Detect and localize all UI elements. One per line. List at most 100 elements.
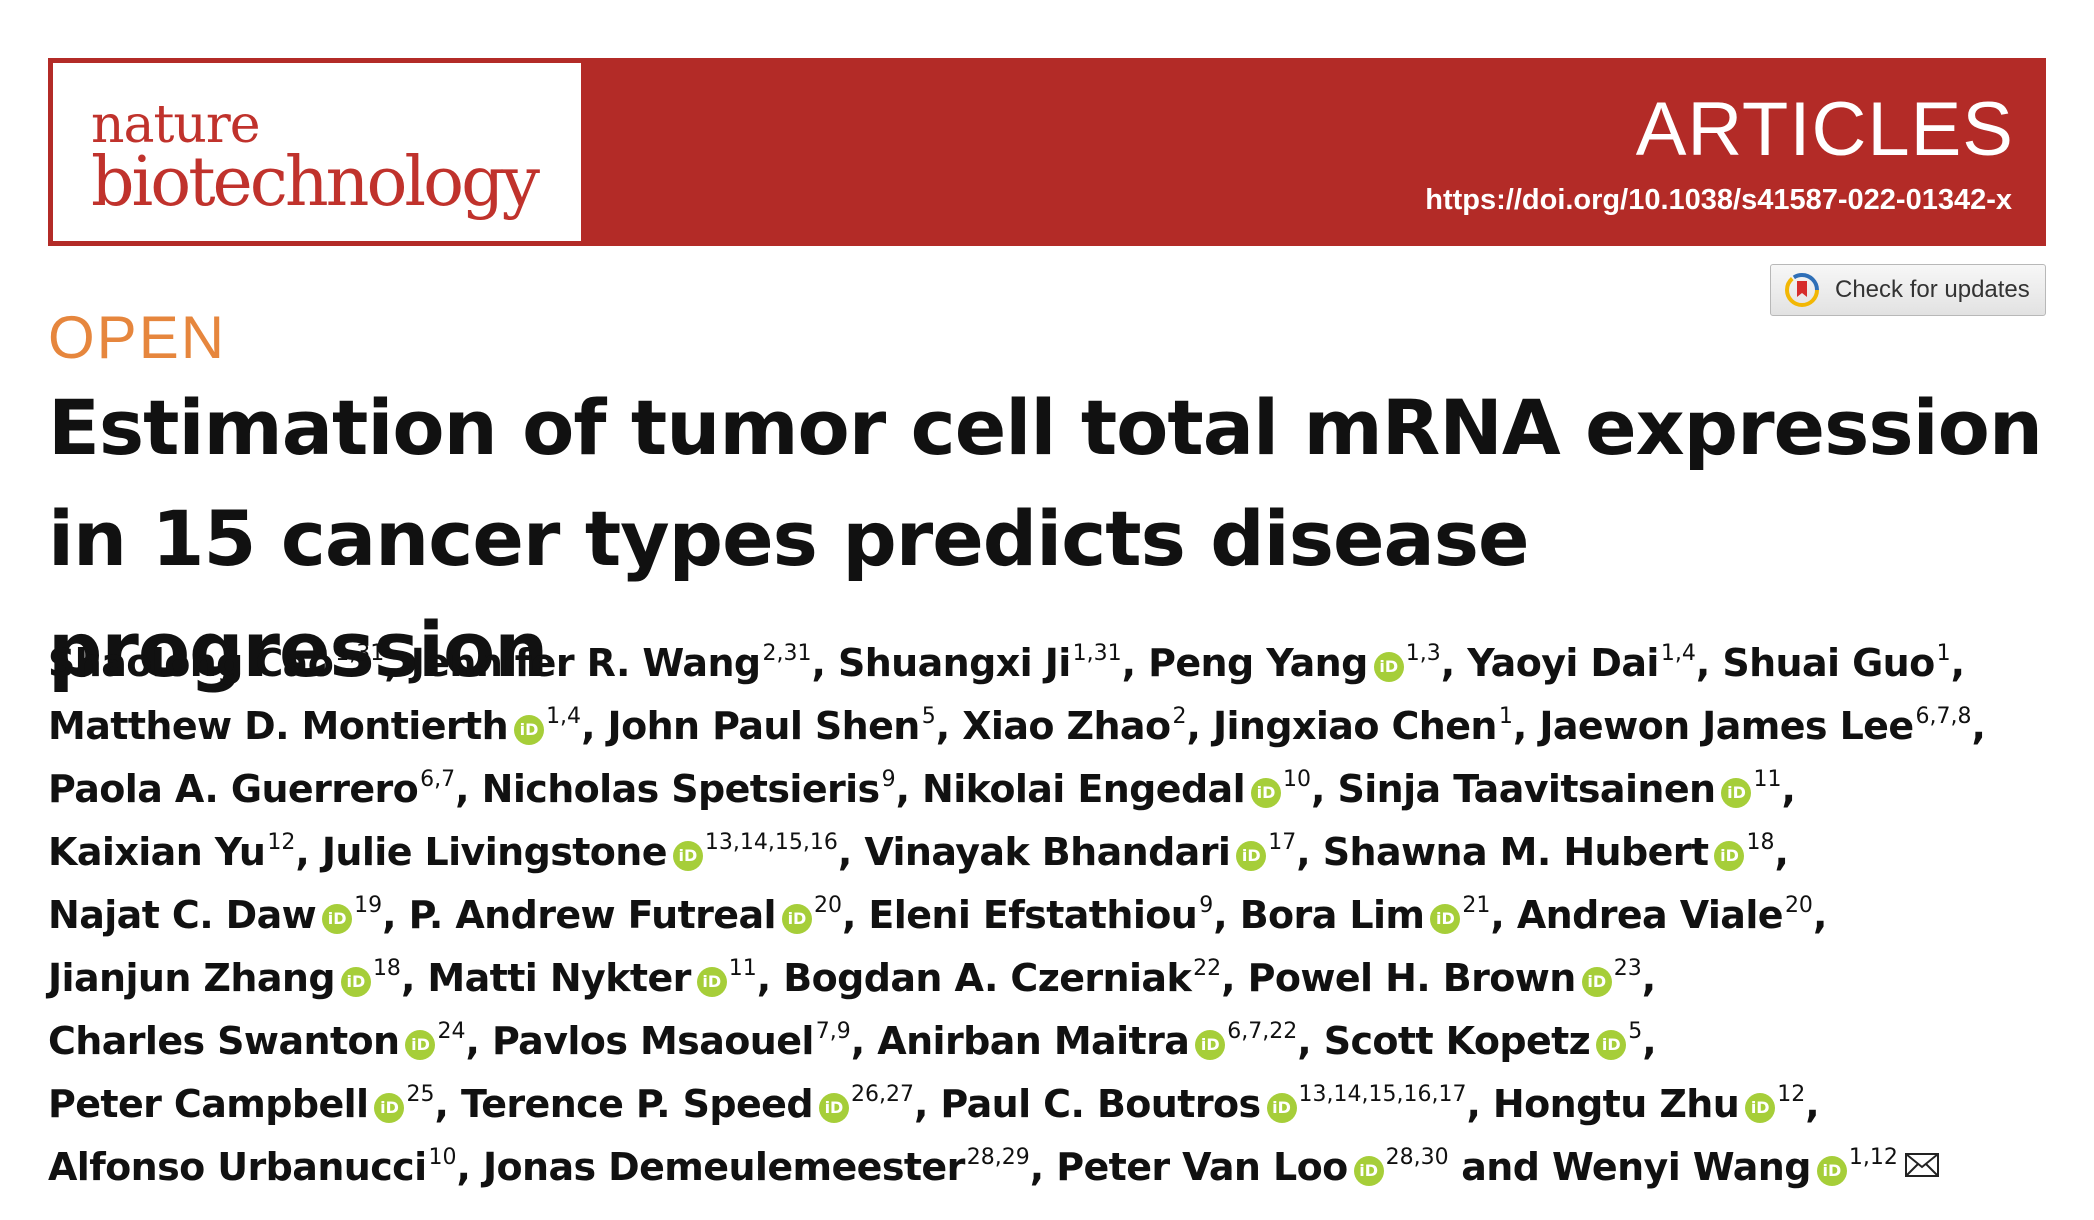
author-name[interactable]: Wenyi Wang [1551, 1145, 1811, 1189]
author-separator: , [1213, 893, 1240, 937]
author-separator: , [456, 1145, 483, 1189]
author-name[interactable]: Hongtu Zhu [1492, 1082, 1740, 1126]
author-name[interactable]: Shuai Guo [1722, 641, 1935, 685]
affiliation-numbers: 1,3 [1405, 641, 1441, 666]
author-separator: , [913, 1082, 941, 1126]
author-name[interactable]: Alfonso Urbanucci [48, 1145, 427, 1189]
author-separator: , [400, 956, 428, 1000]
author-separator: , [465, 1019, 492, 1063]
author-entry: Matti Nykter iD11 [427, 956, 756, 1000]
check-for-updates-button[interactable]: Check for updates [1770, 264, 2046, 316]
orcid-icon[interactable]: iD [340, 967, 371, 997]
author-name[interactable]: Jonas Demeulemeester [482, 1145, 965, 1189]
author-name[interactable]: Andrea Viale [1516, 893, 1784, 937]
orcid-icon[interactable]: iD [818, 1093, 849, 1123]
orcid-icon[interactable]: iD [1714, 841, 1745, 871]
author-name[interactable]: Jianjun Zhang [48, 956, 336, 1000]
author-name[interactable]: Scott Kopetz [1323, 1019, 1591, 1063]
author-separator: , [434, 1082, 461, 1126]
author-name[interactable]: Paul C. Boutros [940, 1082, 1261, 1126]
author-entry: Vinayak Bhandari iD17 [864, 830, 1296, 874]
author-name[interactable]: Peter Van Loo [1056, 1145, 1348, 1189]
orcid-icon[interactable]: iD [696, 967, 727, 997]
orcid-icon[interactable]: iD [1816, 1156, 1847, 1186]
author-name[interactable]: Anirban Maitra [877, 1019, 1190, 1063]
section-label: ARTICLES [1635, 87, 2014, 172]
affiliation-numbers: 20 [1784, 893, 1813, 918]
affiliation-numbers: 6,7 [420, 767, 456, 792]
author-name[interactable]: Peng Yang [1148, 641, 1368, 685]
journal-logo[interactable]: nature biotechnology [50, 60, 584, 244]
author-name[interactable]: Charles Swanton [48, 1019, 400, 1063]
orcid-icon[interactable]: iD [672, 841, 703, 871]
orcid-icon[interactable]: iD [514, 715, 545, 745]
author-name[interactable]: Shaolong Cao [48, 641, 334, 685]
orcid-icon[interactable]: iD [1251, 778, 1282, 808]
affiliation-numbers: 18 [1746, 830, 1775, 855]
orcid-icon[interactable]: iD [1745, 1093, 1776, 1123]
author-entry: Shuangxi Ji1,31 [838, 641, 1122, 685]
author-name[interactable]: Matthew D. Montierth [48, 704, 509, 748]
author-separator: , [384, 641, 411, 685]
orcid-icon[interactable]: iD [1353, 1156, 1384, 1186]
author-separator: , [756, 956, 784, 1000]
orcid-icon[interactable]: iD [1721, 778, 1752, 808]
author-name[interactable]: Najat C. Daw [48, 893, 317, 937]
author-name[interactable]: Shuangxi Ji [837, 641, 1071, 685]
orcid-icon[interactable]: iD [322, 904, 353, 934]
author-separator: , [895, 767, 923, 811]
author-name[interactable]: Peter Campbell [48, 1082, 369, 1126]
author-name[interactable]: Eleni Efstathiou [868, 893, 1198, 937]
orcid-icon[interactable]: iD [781, 904, 812, 934]
author-name[interactable]: Pavlos Msaouel [491, 1019, 814, 1063]
author-separator: , [295, 830, 322, 874]
author-separator: , [1121, 641, 1149, 685]
author-name[interactable]: Xiao Zhao [962, 704, 1171, 748]
orcid-icon[interactable]: iD [1373, 652, 1404, 682]
orcid-icon[interactable]: iD [1195, 1030, 1226, 1060]
author-name[interactable]: Jingxiao Chen [1212, 704, 1498, 748]
orcid-icon[interactable]: iD [1430, 904, 1461, 934]
author-separator: , [1311, 767, 1338, 811]
author-name[interactable]: Kaixian Yu [48, 830, 266, 874]
doi-link[interactable]: https://doi.org/10.1038/s41587-022-01342… [1425, 184, 2012, 216]
author-name[interactable]: Nicholas Spetsieris [481, 767, 881, 811]
article-title: Estimation of tumor cell total mRNA expr… [48, 383, 2043, 694]
author-name[interactable]: Bora Lim [1239, 893, 1425, 937]
author-separator: , [581, 704, 608, 748]
author-name[interactable]: Shawna M. Hubert [1322, 830, 1709, 874]
author-entry: Shuai Guo1 [1722, 641, 1950, 685]
affiliation-numbers: 22 [1193, 956, 1222, 981]
author-name[interactable]: Matti Nykter [427, 956, 691, 1000]
author-name[interactable]: Powel H. Brown [1247, 956, 1577, 1000]
author-name[interactable]: Vinayak Bhandari [864, 830, 1231, 874]
author-entry: Shaolong Cao1,31 [48, 641, 384, 685]
orcid-icon[interactable]: iD [1266, 1093, 1297, 1123]
orcid-icon[interactable]: iD [374, 1093, 405, 1123]
author-name[interactable]: Yaoyi Dai [1467, 641, 1659, 685]
author-name[interactable]: Jaewon James Lee [1539, 704, 1914, 748]
orcid-icon[interactable]: iD [1236, 841, 1267, 871]
author-entry: Bogdan A. Czerniak22 [783, 956, 1221, 1000]
orcid-icon[interactable]: iD [1581, 967, 1612, 997]
author-name[interactable]: Sinja Taavitsainen [1337, 767, 1716, 811]
journal-logo-line1: nature [91, 95, 261, 155]
orcid-icon[interactable]: iD [405, 1030, 436, 1060]
author-name[interactable]: P. Andrew Futreal [408, 893, 777, 937]
author-name[interactable]: Bogdan A. Czerniak [783, 956, 1192, 1000]
author-entry: Paola A. Guerrero6,7 [48, 767, 455, 811]
author-separator: , [1950, 641, 1965, 685]
open-access-label: OPEN [48, 304, 227, 371]
author-name[interactable]: Julie Livingstone [321, 830, 668, 874]
check-for-updates-label: Check for updates [1835, 276, 2030, 303]
orcid-icon[interactable]: iD [1596, 1030, 1627, 1060]
author-name[interactable]: John Paul Shen [607, 704, 921, 748]
journal-header-banner: nature biotechnology ARTICLES https://do… [48, 58, 2046, 246]
author-separator: , [1512, 704, 1540, 748]
mail-icon[interactable] [1904, 1152, 1940, 1178]
affiliation-numbers: 7,9 [815, 1019, 851, 1044]
author-name[interactable]: Paola A. Guerrero [48, 767, 419, 811]
author-name[interactable]: Nikolai Engedal [922, 767, 1246, 811]
author-name[interactable]: Jennifer R. Wang [410, 641, 761, 685]
author-name[interactable]: Terence P. Speed [460, 1082, 814, 1126]
